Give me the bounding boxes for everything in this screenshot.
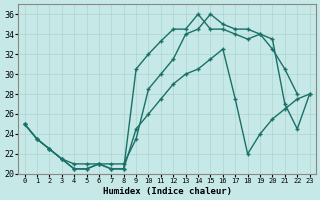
X-axis label: Humidex (Indice chaleur): Humidex (Indice chaleur) (103, 187, 232, 196)
